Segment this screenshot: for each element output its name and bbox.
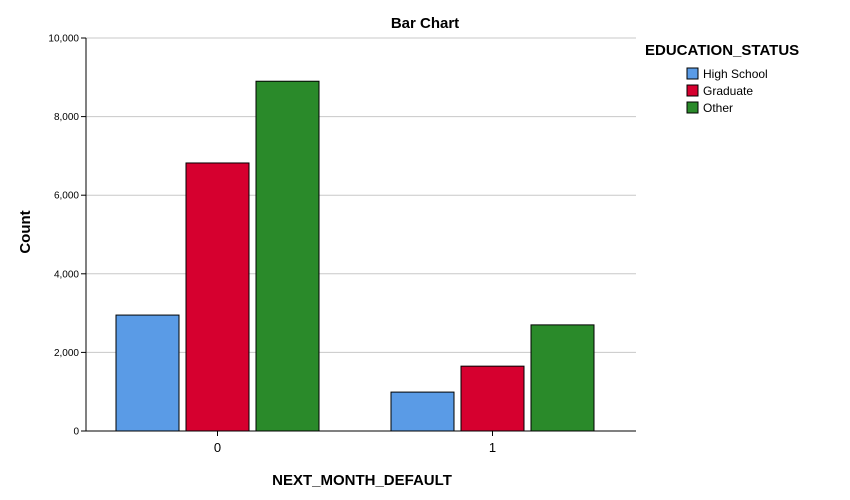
y-tick-label: 4,000: [54, 269, 79, 280]
x-tick-label: 1: [489, 440, 496, 455]
y-tick-label: 2,000: [54, 348, 79, 359]
bar-graduate-cat-0: [185, 162, 250, 432]
bar-high-school-cat-1: [390, 391, 455, 432]
y-tick-label: 8,000: [54, 112, 79, 123]
bars: [115, 80, 595, 432]
legend-swatch: [686, 67, 699, 80]
legend-item: High School: [686, 67, 768, 81]
legend-title: EDUCATION_STATUS: [645, 42, 799, 59]
bar-high-school-cat-0: [115, 314, 180, 432]
legend-swatch: [686, 84, 699, 97]
legend-label: Other: [703, 101, 733, 115]
x-axis-title: NEXT_MONTH_DEFAULT: [272, 472, 452, 489]
legend-item: Other: [686, 101, 733, 115]
bar-graduate-cat-1: [460, 365, 525, 432]
y-tick-label: 10,000: [48, 34, 79, 45]
y-tick-label: 6,000: [54, 191, 79, 202]
legend: EDUCATION_STATUS High School Graduate Othe…: [645, 42, 799, 115]
y-axis-title: Count: [17, 210, 34, 253]
legend-swatch: [686, 101, 699, 114]
y-axis-ticks: 0 2,000 4,000 6,000 8,000 10,000: [48, 34, 86, 438]
legend-label: High School: [703, 67, 768, 81]
legend-item: Graduate: [686, 84, 753, 98]
legend-items: High School Graduate Other: [686, 67, 768, 115]
gridlines: [86, 37, 636, 353]
bar-other-cat-1: [530, 324, 595, 432]
bar-other-cat-0: [255, 80, 320, 432]
chart-title: Bar Chart: [391, 15, 459, 32]
legend-label: Graduate: [703, 84, 753, 98]
y-tick-label: 0: [73, 427, 79, 438]
x-tick-label: 0: [214, 440, 221, 455]
